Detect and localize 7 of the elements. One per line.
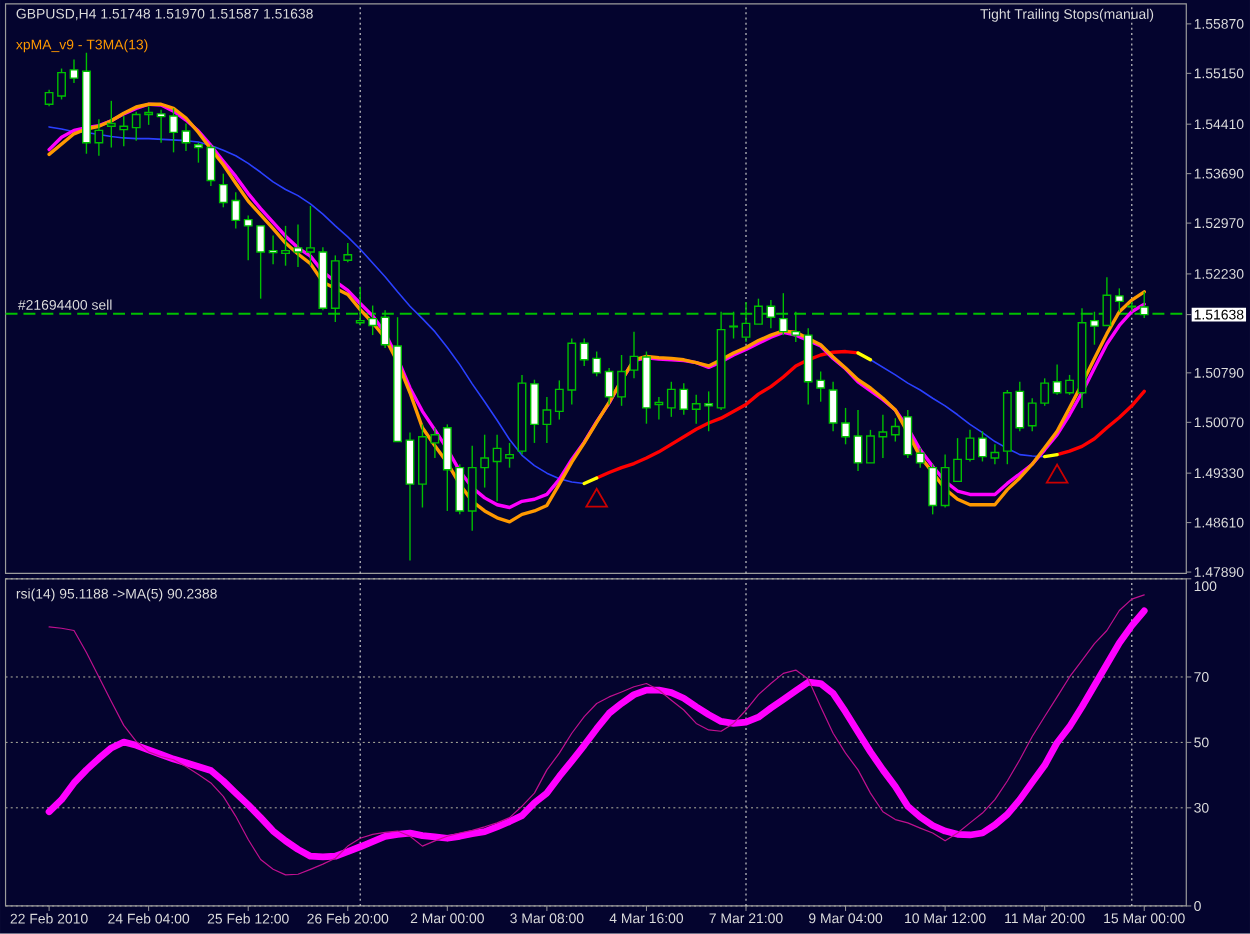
candlestick (965, 429, 975, 463)
candlestick (853, 409, 863, 472)
candlestick (405, 431, 415, 562)
candlestick (69, 58, 79, 84)
candlestick (293, 223, 303, 268)
candlestick (517, 374, 527, 456)
candlestick (393, 316, 402, 443)
